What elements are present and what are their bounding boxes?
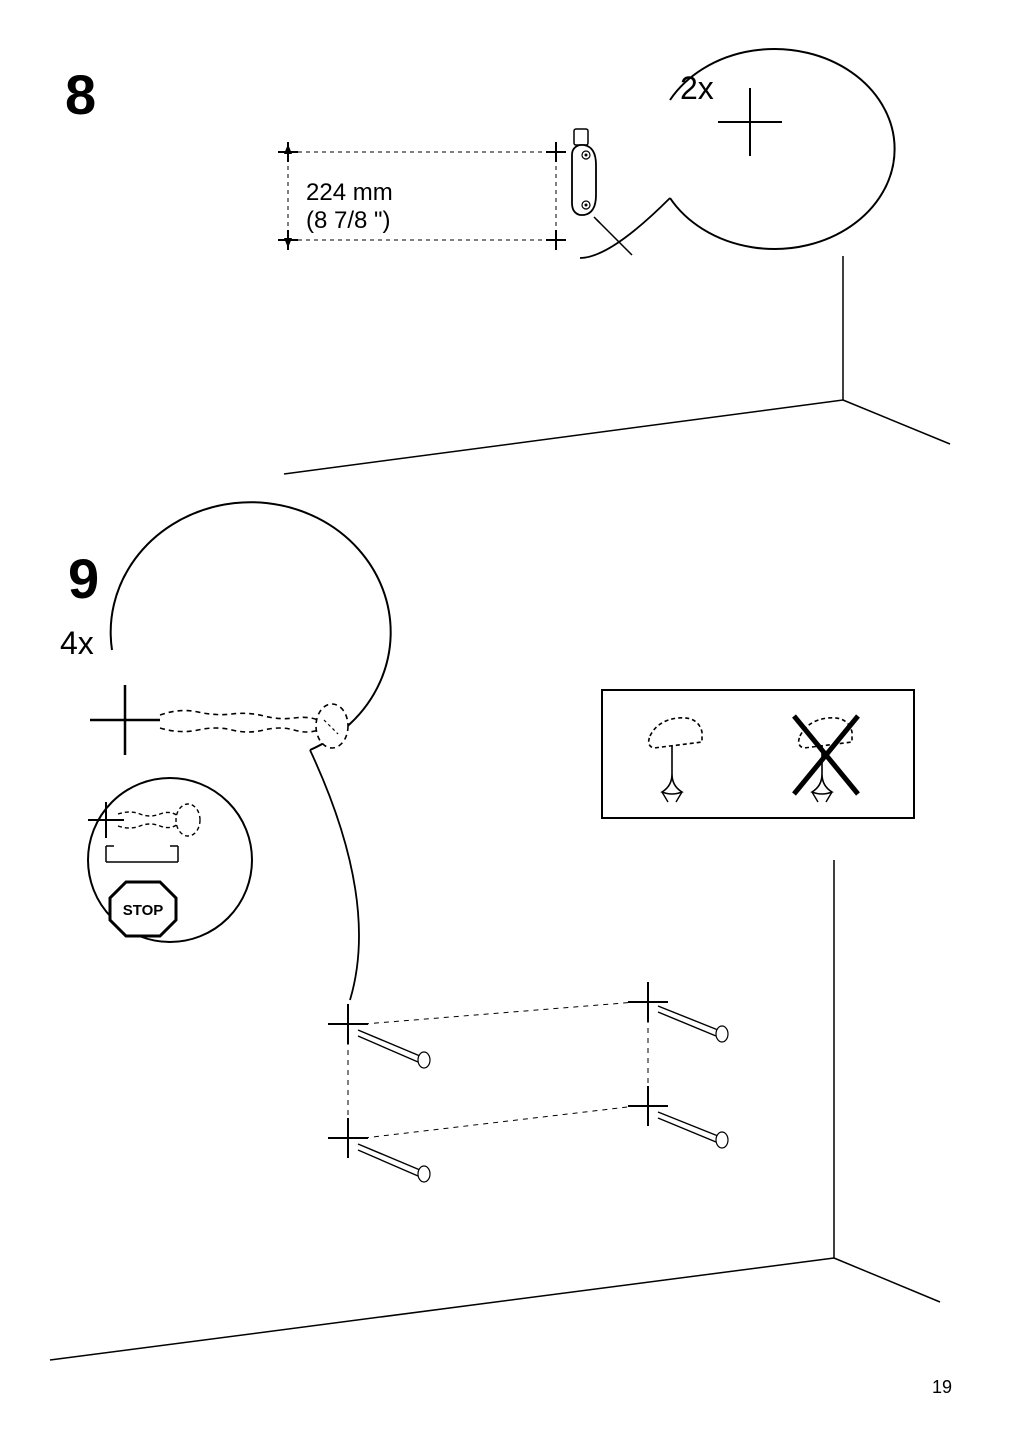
page-number: 19: [932, 1377, 952, 1398]
step-8-bracket: [572, 125, 632, 255]
step-8-callout: [640, 58, 940, 318]
step-9-number: 9: [68, 546, 99, 611]
page: 8 2x 224 mm (8 7/8 "): [0, 0, 1012, 1432]
step-9-tool-box: [600, 688, 920, 828]
step-9-wall-screws: [320, 994, 780, 1214]
